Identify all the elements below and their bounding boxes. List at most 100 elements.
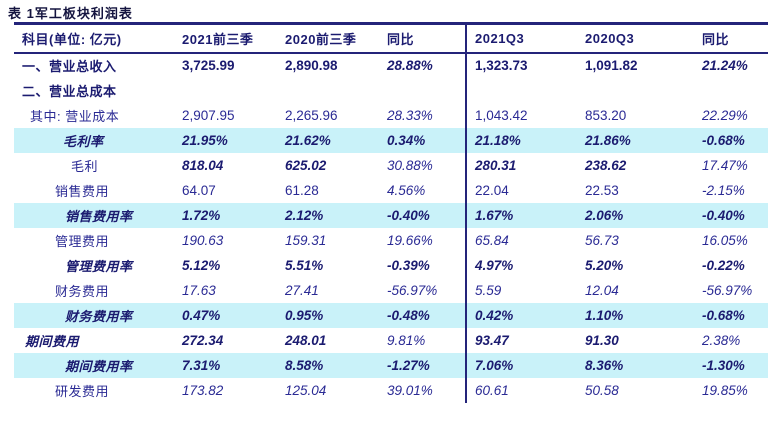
value-cell: 28.88% — [387, 58, 433, 73]
row-label: 毛利 — [71, 158, 99, 174]
value-cell: 21.95% — [182, 132, 228, 148]
value-cell: 9.81% — [387, 332, 426, 348]
header-row: 科目(单位: 亿元) 2021前三季 2020前三季 同比 2021Q3 202… — [14, 23, 768, 53]
value-cell: 2.12% — [285, 207, 324, 223]
table-row: 毛利率 21.95% 21.62% 0.34% 21.18% 21.86% -0.68% — [14, 127, 768, 153]
value-cell: 21.24% — [702, 58, 748, 73]
value-cell: 2.06% — [585, 207, 624, 223]
value-cell: 60.61 — [465, 377, 583, 403]
table-row: 管理费用 190.63 159.31 19.66% 65.84 56.73 16.05% — [14, 227, 768, 253]
row-label: 毛利率 — [63, 133, 104, 149]
value-cell: 21.62% — [285, 132, 331, 148]
value-cell: -0.68% — [702, 307, 745, 323]
row-label: 其中: 营业成本 — [30, 108, 120, 124]
row-label: 二、营业总成本 — [22, 83, 117, 99]
value-cell: 4.56% — [387, 182, 426, 198]
value-cell: 5.51% — [285, 257, 324, 273]
value-cell: 5.59 — [465, 277, 583, 303]
value-cell: 22.29% — [702, 107, 748, 123]
header-2020q3: 2020Q3 — [585, 30, 635, 46]
row-label: 期间费用 — [25, 333, 80, 349]
value-cell: 1,091.82 — [585, 58, 638, 73]
value-cell: 7.06% — [465, 352, 583, 378]
header-yoy-q3: 同比 — [702, 31, 730, 47]
value-cell: 5.20% — [585, 257, 624, 273]
value-cell: 0.34% — [387, 132, 426, 148]
value-cell: -2.15% — [702, 182, 745, 198]
table-row: 销售费用 64.07 61.28 4.56% 22.04 22.53 -2.15% — [14, 177, 768, 203]
value-cell: 50.58 — [585, 382, 619, 398]
value-cell: 21.86% — [585, 132, 631, 148]
value-cell: 272.34 — [182, 332, 224, 348]
value-cell: 4.97% — [465, 252, 583, 278]
value-cell: 818.04 — [182, 157, 224, 173]
value-cell: 16.05% — [702, 232, 748, 248]
value-cell: 30.88% — [387, 157, 433, 173]
row-label: 销售费用 — [55, 183, 110, 199]
value-cell: 39.01% — [387, 382, 433, 398]
value-cell: 1,043.42 — [465, 102, 583, 128]
value-cell: 280.31 — [465, 152, 583, 178]
value-cell: 27.41 — [285, 282, 319, 298]
value-cell: 17.63 — [182, 282, 216, 298]
value-cell: -0.22% — [702, 257, 745, 273]
value-cell: 2,907.95 — [182, 107, 235, 123]
header-item-column: 科目(单位: 亿元) — [22, 31, 122, 47]
value-cell — [385, 78, 466, 103]
value-cell: 28.33% — [387, 107, 433, 123]
value-cell: 93.47 — [465, 327, 583, 353]
value-cell: 19.85% — [702, 382, 748, 398]
row-label: 管理费用率 — [65, 258, 133, 274]
value-cell: 2,265.96 — [285, 107, 338, 123]
value-cell: 12.04 — [585, 282, 619, 298]
header-2021-9m: 2021前三季 — [182, 31, 254, 47]
value-cell: 64.07 — [182, 182, 216, 198]
value-cell: -1.30% — [702, 357, 745, 373]
table-row: 毛利 818.04 625.02 30.88% 280.31 238.62 17.47% — [14, 152, 768, 178]
value-cell: 1.72% — [182, 207, 221, 223]
value-cell: -0.40% — [702, 207, 745, 223]
value-cell: 22.04 — [465, 177, 583, 203]
value-cell: 238.62 — [585, 157, 627, 173]
row-label: 期间费用率 — [65, 358, 133, 374]
value-cell — [583, 78, 700, 103]
value-cell: 8.58% — [285, 357, 324, 373]
data-table: 科目(单位: 亿元) 2021前三季 2020前三季 同比 2021Q3 202… — [14, 22, 768, 403]
header-yoy-9m: 同比 — [387, 31, 415, 47]
value-cell: 1,323.73 — [465, 52, 583, 78]
value-cell: 65.84 — [465, 227, 583, 253]
value-cell: 17.47% — [702, 157, 748, 173]
value-cell: 0.47% — [182, 307, 221, 323]
value-cell: 0.42% — [465, 302, 583, 328]
value-cell: 2,890.98 — [285, 58, 338, 73]
row-label: 管理费用 — [55, 233, 110, 249]
value-cell: 0.95% — [285, 307, 324, 323]
value-cell: 5.12% — [182, 257, 221, 273]
value-cell: 190.63 — [182, 232, 224, 248]
value-cell — [180, 78, 283, 103]
table-body: 一、营业总收入 3,725.99 2,890.98 28.88% 1,323.73 1,0… — [14, 52, 768, 403]
header-2021q3: 2021Q3 — [465, 23, 583, 53]
value-cell — [283, 78, 385, 103]
table-row: 期间费用 272.34 248.01 9.81% 93.47 91.30 2.38% — [14, 327, 768, 353]
value-cell: 21.18% — [465, 127, 583, 153]
value-cell: 625.02 — [285, 157, 327, 173]
row-label: 财务费用率 — [65, 308, 133, 324]
value-cell: 22.53 — [585, 182, 619, 198]
value-cell: -0.40% — [387, 207, 430, 223]
value-cell: -0.68% — [702, 132, 745, 148]
row-label: 研发费用 — [55, 383, 110, 399]
table-row: 期间费用率 7.31% 8.58% -1.27% 7.06% 8.36% -1.30% — [14, 352, 768, 378]
value-cell — [465, 77, 583, 103]
header-2020-9m: 2020前三季 — [285, 31, 357, 47]
value-cell: 248.01 — [285, 332, 327, 348]
value-cell: 173.82 — [182, 382, 224, 398]
table-row: 二、营业总成本 — [14, 77, 768, 103]
value-cell: 8.36% — [585, 357, 624, 373]
row-label: 财务费用 — [55, 283, 110, 299]
value-cell: 1.67% — [465, 202, 583, 228]
row-label: 一、营业总收入 — [22, 59, 117, 74]
table-row: 管理费用率 5.12% 5.51% -0.39% 4.97% 5.20% -0.22% — [14, 252, 768, 278]
table-row: 财务费用率 0.47% 0.95% -0.48% 0.42% 1.10% -0.68% — [14, 302, 768, 328]
